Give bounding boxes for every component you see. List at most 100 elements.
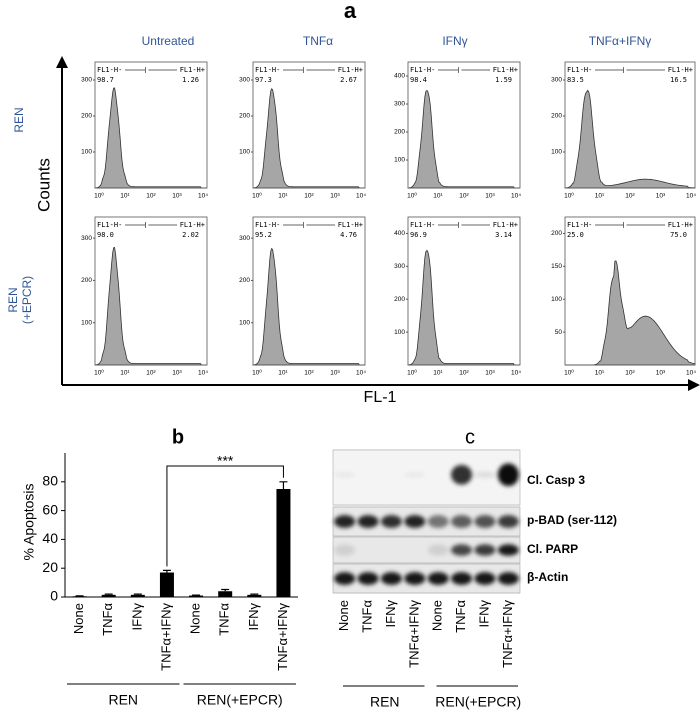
y-tick-label: 100 (394, 157, 405, 164)
x-tick-label: None (188, 603, 203, 634)
histogram (94, 87, 207, 189)
x-tick-label: 10³ (172, 370, 182, 377)
blot-band (451, 544, 473, 556)
lane-label: TNFα+IFNγ (406, 600, 421, 668)
y-tick-label: 200 (551, 113, 562, 120)
gate-percent: 83.5 (567, 76, 584, 84)
blot-band (357, 515, 379, 528)
x-tick-label: 10³ (330, 370, 340, 377)
x-tick-label: 10¹ (120, 370, 130, 377)
x-tick-label: 10³ (485, 193, 495, 200)
blot-band (334, 515, 356, 528)
x-tick-label: 10⁴ (511, 370, 521, 377)
y-tick-label: 100 (394, 329, 405, 336)
protein-label: p-BAD (ser-112) (527, 513, 617, 527)
x-tick-label: 10³ (330, 193, 340, 200)
gate-percent: 96.9 (410, 231, 427, 239)
histogram (252, 88, 365, 189)
panel-label: b (172, 426, 184, 448)
axis-title: % Apoptosis (21, 483, 37, 560)
gate-label: FL1-H+ (668, 221, 693, 229)
y-tick-label: 300 (551, 77, 562, 84)
x-tick-label: 10² (146, 193, 156, 200)
gate-percent: 97.3 (255, 76, 272, 84)
lane-label: IFNγ (383, 600, 398, 628)
gate-label: FL1-H- (567, 66, 592, 74)
blot-band (404, 515, 426, 528)
gate-label: FL1-H- (410, 221, 435, 229)
x-tick-label: 10² (459, 370, 469, 377)
gate-percent: 16.5 (670, 76, 687, 84)
y-tick-label: 100 (239, 319, 250, 326)
error-bar (279, 481, 288, 489)
row-label-line: REN (6, 287, 20, 312)
significance-label: *** (217, 453, 234, 469)
blot-band (497, 515, 519, 528)
column-header: Untreated (142, 34, 195, 48)
x-tick-label: 10¹ (120, 193, 130, 200)
y-tick-label: 200 (394, 129, 405, 136)
bar (247, 594, 262, 597)
x-tick-label: 10² (304, 370, 314, 377)
x-tick-label: 10² (625, 370, 635, 377)
blot-band (451, 572, 473, 585)
x-tick-label: 10³ (485, 370, 495, 377)
x-tick-label: 10¹ (433, 370, 443, 377)
gate-label: FL1-H- (410, 66, 435, 74)
y-tick-label: 80 (42, 473, 58, 489)
plot-frame (94, 216, 208, 366)
gate-percent: 2.02 (182, 231, 199, 239)
blot-band (451, 464, 473, 485)
x-tick-label: 10⁴ (198, 370, 208, 377)
column-header: IFNγ (442, 34, 467, 48)
blot-band (404, 572, 426, 585)
gate-label: FL1-H+ (493, 221, 518, 229)
gate-label: FL1-H- (567, 221, 592, 229)
x-tick-label: 10¹ (433, 193, 443, 200)
histogram (252, 247, 365, 366)
blot-band (380, 515, 402, 528)
histogram (407, 90, 520, 189)
y-tick-label: 200 (81, 113, 92, 120)
error-bar (133, 593, 142, 595)
y-tick-label: 300 (81, 235, 92, 242)
y-tick-label: 400 (394, 230, 405, 237)
lane-label: TNFα (453, 600, 468, 633)
blot-band (404, 472, 426, 478)
y-tick-label: 150 (551, 263, 562, 270)
x-tick-label: 10⁰ (94, 192, 104, 200)
gate-percent: 95.2 (255, 231, 272, 239)
row-label-line: REN (12, 107, 26, 132)
y-tick-label: 50 (555, 329, 563, 336)
column-header: TNFα (303, 34, 333, 48)
lane-label: TNFα (360, 600, 375, 633)
gate-percent: 4.76 (340, 231, 357, 239)
group-label: REN (370, 694, 400, 710)
x-tick-label: 10¹ (278, 370, 288, 377)
group-label: REN(+EPCR) (197, 692, 283, 708)
blot-band (334, 544, 356, 556)
error-bar (104, 593, 113, 595)
gate-label: FL1-H- (97, 66, 122, 74)
histogram (407, 250, 520, 366)
x-tick-label: 10¹ (595, 193, 605, 200)
group-label: REN(+EPCR) (435, 694, 521, 710)
gate-label: FL1-H+ (180, 66, 205, 74)
histogram (94, 246, 207, 366)
x-tick-label: 10⁴ (198, 193, 208, 200)
y-tick-label: 200 (551, 230, 562, 237)
gate-percent: 1.26 (182, 76, 199, 84)
x-tick-label: TNFα+IFNγ (275, 603, 290, 671)
histogram (564, 89, 696, 189)
x-tick-label: 10⁰ (407, 192, 417, 200)
blot-band (380, 572, 402, 585)
gate-percent: 25.0 (567, 231, 584, 239)
row-label: REN(+EPCR) (6, 276, 34, 324)
gate-percent: 98.0 (97, 231, 114, 239)
y-tick-label: 300 (394, 263, 405, 270)
x-tick-label: 10⁰ (564, 192, 574, 200)
y-tick-label: 100 (81, 149, 92, 156)
gate-percent: 98.4 (410, 76, 427, 84)
axis-title: Counts (34, 158, 53, 212)
lane-label: None (430, 600, 445, 631)
